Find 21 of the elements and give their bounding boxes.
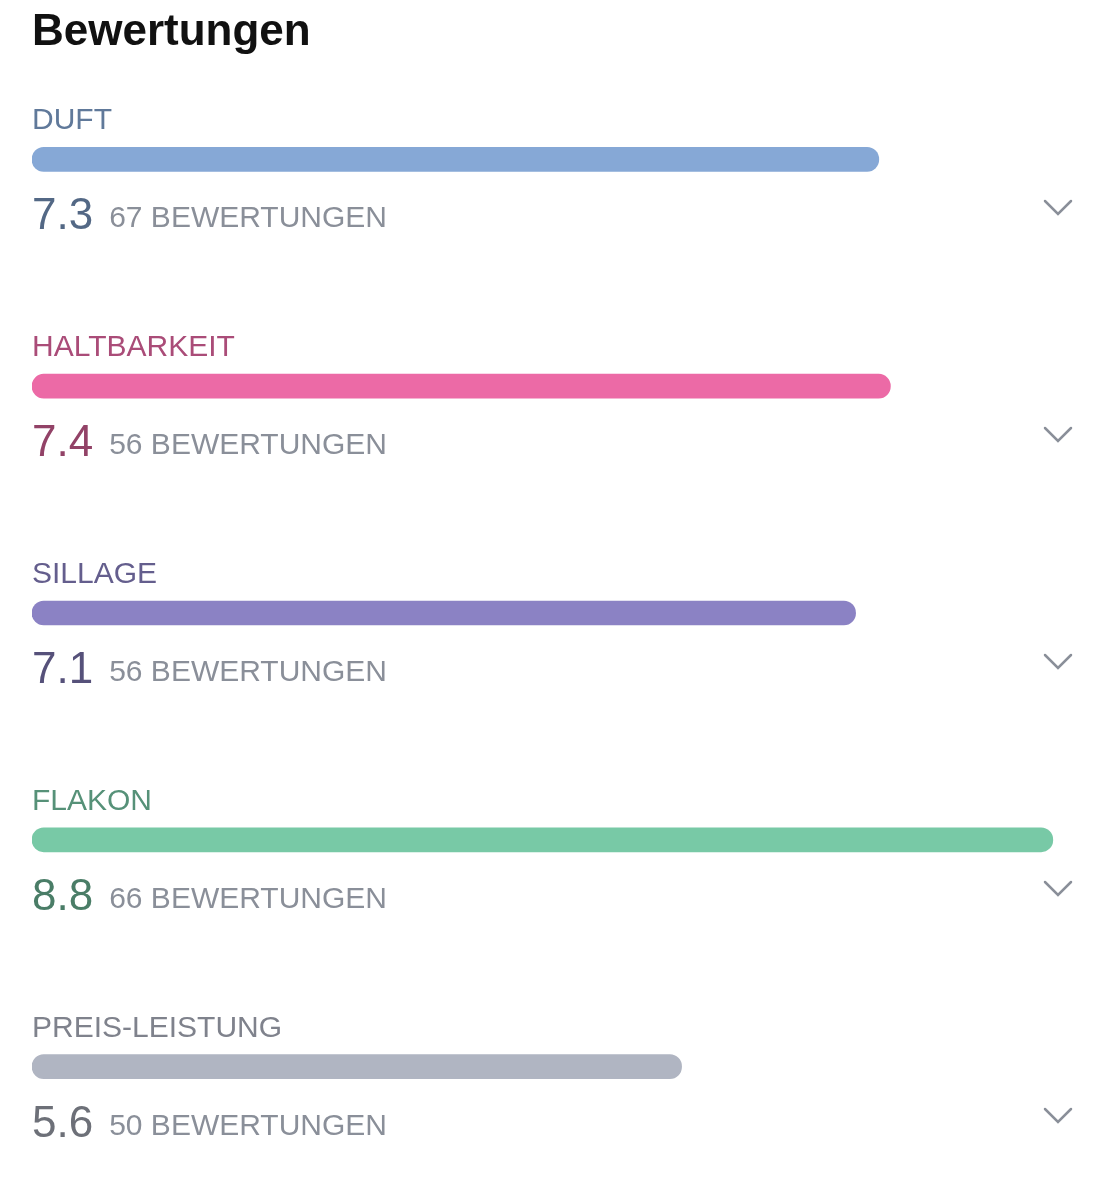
data-label: 8.8 bbox=[32, 869, 94, 919]
annotation: 66 BEWERTUNGEN bbox=[109, 880, 388, 914]
y-tick-label: PREIS-LEISTUNG bbox=[32, 1009, 283, 1043]
bar bbox=[32, 373, 891, 399]
annotation: 67 BEWERTUNGEN bbox=[109, 200, 388, 234]
y-tick-label: FLAKON bbox=[32, 782, 153, 816]
y-tick-label: HALTBARKEIT bbox=[32, 329, 235, 363]
data-label: 7.1 bbox=[32, 643, 94, 692]
y-tick-label: DUFT bbox=[32, 102, 112, 136]
annotation: 56 BEWERTUNGEN bbox=[109, 427, 388, 461]
annotation: 56 BEWERTUNGEN bbox=[109, 654, 388, 687]
chart-title: Bewertungen bbox=[32, 4, 311, 56]
data-label: 5.6 bbox=[32, 1096, 94, 1146]
annotation: 50 BEWERTUNGEN bbox=[109, 1107, 388, 1141]
data-label: 7.3 bbox=[32, 189, 94, 239]
bar bbox=[32, 1054, 682, 1079]
y-tick-label: SILLAGE bbox=[32, 556, 158, 589]
data-label: 7.4 bbox=[32, 416, 94, 466]
bar bbox=[32, 600, 856, 626]
bar bbox=[32, 147, 880, 172]
bar bbox=[32, 827, 1054, 853]
